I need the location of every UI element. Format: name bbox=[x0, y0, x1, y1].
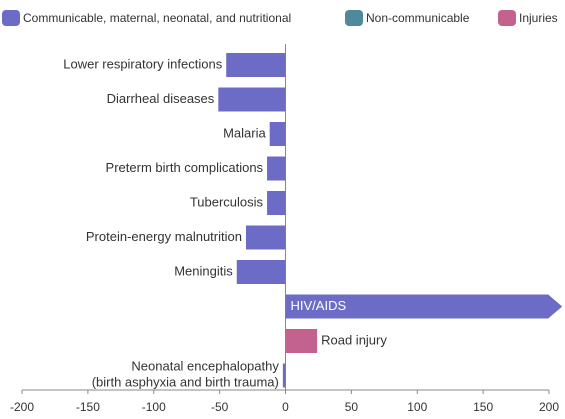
bar bbox=[226, 53, 286, 77]
category-label: Road injury bbox=[321, 332, 387, 347]
legend-swatch bbox=[2, 10, 20, 26]
category-label: Protein-energy malnutrition bbox=[86, 229, 242, 244]
category-label: Tuberculosis bbox=[190, 194, 264, 209]
x-tick-label: 0 bbox=[282, 400, 289, 414]
category-label: Neonatal encephalopathy (birth asphyxia a… bbox=[92, 359, 280, 390]
category-label-line: (birth asphyxia and birth trauma) bbox=[92, 375, 279, 390]
legend-label: Injuries bbox=[519, 11, 558, 25]
legend-swatch bbox=[345, 10, 363, 26]
bar bbox=[267, 156, 286, 181]
x-tick-label: -150 bbox=[76, 400, 100, 414]
x-tick-label: 50 bbox=[345, 400, 359, 414]
bar bbox=[282, 363, 286, 388]
legend-label: Communicable, maternal, neonatal, and nu… bbox=[23, 11, 291, 25]
x-tick-label: -100 bbox=[142, 400, 166, 414]
x-tick-label: 100 bbox=[407, 400, 427, 414]
bar bbox=[285, 294, 563, 319]
category-label: Diarrheal diseases bbox=[107, 91, 215, 106]
bar bbox=[245, 225, 286, 250]
x-tick-label: -200 bbox=[10, 400, 34, 414]
legend-swatch bbox=[498, 10, 516, 26]
category-label: Lower respiratory infections bbox=[63, 56, 222, 71]
legend-label: Non-communicable bbox=[366, 11, 470, 25]
x-tick-label: 200 bbox=[539, 400, 559, 414]
bar bbox=[218, 87, 286, 112]
bar bbox=[267, 191, 286, 215]
x-tick-label: 150 bbox=[473, 400, 493, 414]
category-label: Meningitis bbox=[174, 263, 233, 278]
bar bbox=[236, 260, 286, 284]
bar bbox=[269, 122, 286, 146]
category-label-line: Neonatal encephalopathy bbox=[131, 359, 279, 374]
x-tick-label: -50 bbox=[211, 400, 229, 414]
category-label: Preterm birth complications bbox=[106, 160, 264, 175]
category-label: HIV/AIDS bbox=[291, 298, 347, 313]
bar bbox=[285, 329, 318, 353]
category-label: Malaria bbox=[223, 125, 266, 140]
